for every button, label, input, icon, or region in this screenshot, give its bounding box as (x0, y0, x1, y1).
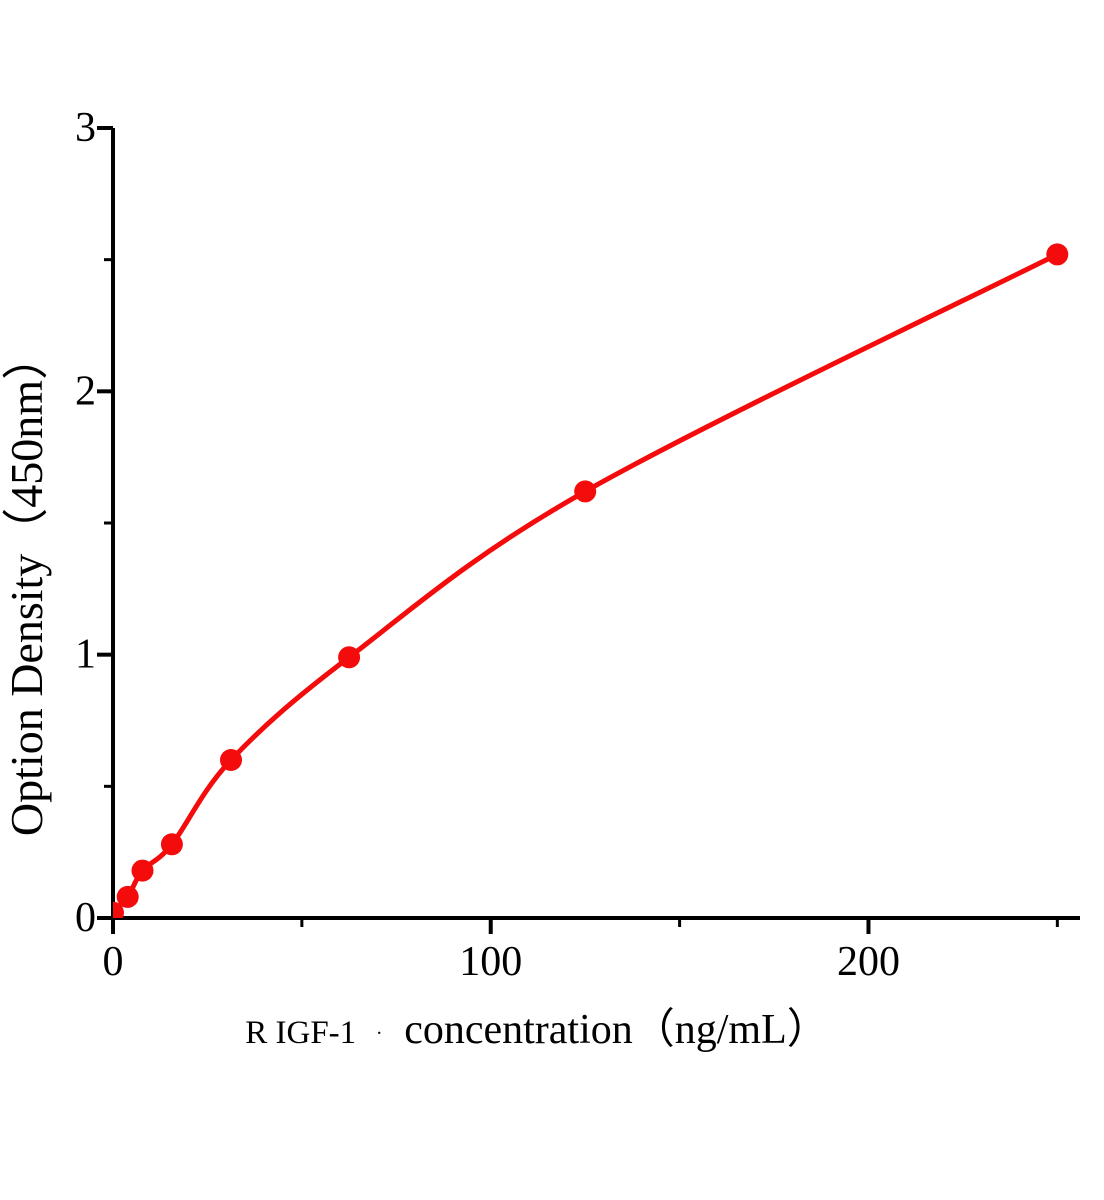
y-tick-label: 2 (75, 368, 96, 414)
axes (97, 126, 1080, 934)
x-axis-title-separator: . (377, 1017, 382, 1039)
y-tick-label: 0 (75, 895, 96, 941)
y-tick-label: 1 (75, 632, 96, 678)
tick-labels: 0 100 200 0 1 2 3 (75, 105, 900, 985)
y-tick-label: 3 (75, 105, 96, 151)
x-axis-title: R IGF-1 . concentration（ng/mL） (245, 998, 829, 1053)
x-axis-title-prefix: R IGF-1 (245, 1015, 356, 1051)
data-point-marker (131, 859, 154, 882)
standard-curve-line (113, 251, 1060, 916)
y-axis-title: Option Density（450nm） (1, 334, 52, 836)
data-point-marker (1046, 243, 1069, 266)
data-point-marker (220, 749, 242, 771)
x-tick-label: 0 (103, 939, 124, 985)
data-series (113, 243, 1069, 918)
x-tick-label: 100 (459, 939, 522, 985)
x-axis-title-main: concentration（ng/mL） (404, 1007, 829, 1053)
data-point-marker (574, 480, 597, 503)
data-point-marker (338, 646, 361, 669)
x-tick-label: 200 (837, 939, 900, 985)
data-point-marker (160, 833, 183, 856)
data-point-marker (116, 885, 139, 908)
